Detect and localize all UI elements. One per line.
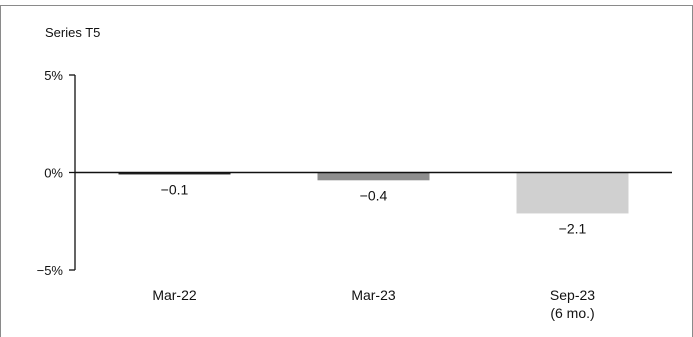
- x-axis-labels: Mar-22 Mar-23 Sep-23 (6 mo.): [152, 287, 595, 321]
- bar: [317, 172, 430, 181]
- y-tick-label: −5%: [37, 263, 64, 278]
- bar-value-label: −0.1: [161, 181, 189, 197]
- x-category-sublabel: (6 mo.): [550, 305, 594, 321]
- y-tick-label: 0%: [44, 166, 63, 181]
- bar-value-label: −2.1: [559, 220, 587, 236]
- bars: [75, 171, 672, 214]
- x-category-label: Mar-23: [351, 287, 396, 303]
- y-axis: 5% 0% −5%: [37, 68, 76, 278]
- x-category-label: Mar-22: [152, 287, 197, 303]
- bar: [516, 172, 629, 214]
- y-tick-label: 5%: [44, 68, 63, 83]
- bar-value-label: −0.4: [360, 187, 388, 203]
- bar: [118, 172, 231, 175]
- x-category-label: Sep-23: [550, 287, 595, 303]
- data-labels: −0.1 −0.4 −2.1: [161, 181, 587, 236]
- chart-title: Series T5: [45, 25, 100, 40]
